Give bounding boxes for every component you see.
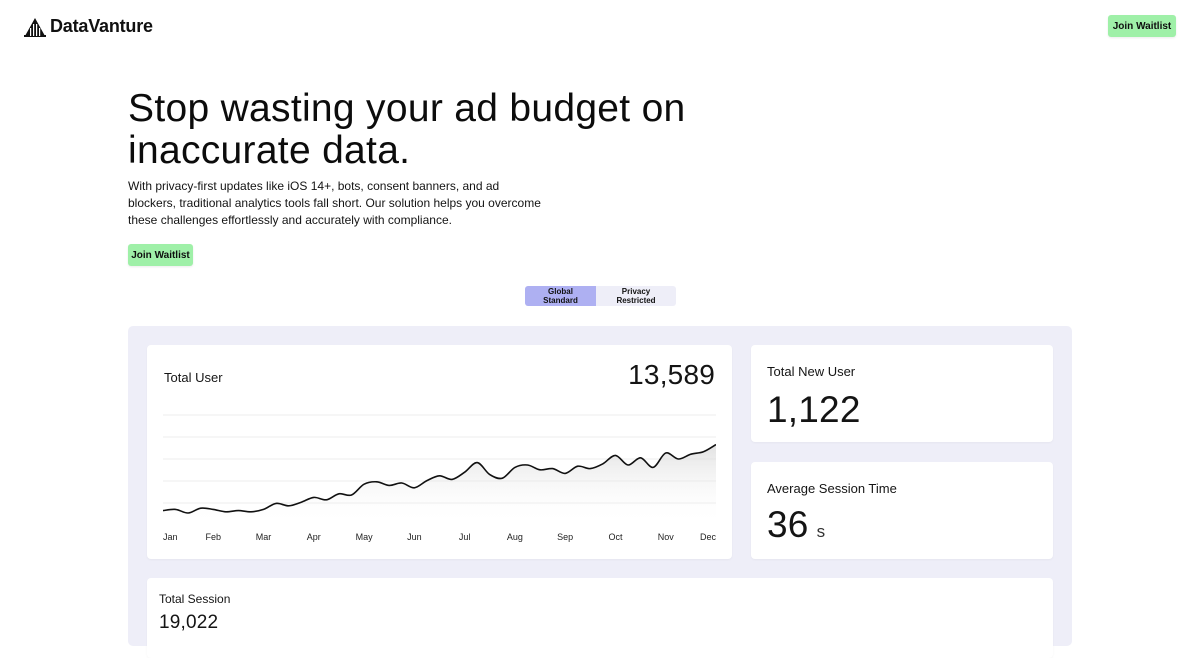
hero-title: Stop wasting your ad budget on inaccurat…	[128, 87, 686, 172]
toggle-privacy-restricted[interactable]: Privacy Restricted	[596, 286, 676, 306]
toggle-global-standard[interactable]: Global Standard	[525, 286, 596, 306]
average-session-value: 36	[767, 504, 809, 545]
join-waitlist-header-button[interactable]: Join Waitlist	[1108, 15, 1176, 37]
total-session-label: Total Session	[159, 592, 231, 606]
chart-x-tick-label: Jul	[459, 532, 471, 542]
average-session-value-wrap: 36 s	[767, 504, 825, 546]
chart-x-tick-label: Feb	[206, 532, 222, 542]
total-session-value: 19,022	[159, 612, 219, 633]
data-mode-toggle: Global Standard Privacy Restricted	[525, 286, 676, 306]
analytics-dashboard: Total User 13,589 Jan Feb Mar Apr May Jun Jul A…	[128, 326, 1072, 658]
chart-x-tick-label: May	[356, 532, 374, 542]
join-waitlist-hero-button[interactable]: Join Waitlist	[128, 244, 193, 266]
hero-subtitle: With privacy-first updates like iOS 14+,…	[128, 179, 541, 227]
chart-series-line	[163, 443, 716, 514]
chart-x-tick-label: Oct	[608, 532, 623, 542]
total-new-user-value: 1,122	[767, 389, 861, 430]
average-session-unit: s	[816, 522, 826, 541]
chart-x-tick-label: Sep	[557, 532, 573, 542]
chart-x-tick-label: Nov	[658, 532, 675, 542]
chart-area-fill	[163, 444, 716, 525]
total-user-card: Total User 13,589 Jan Feb Mar Apr May Jun Jul A…	[147, 345, 732, 559]
total-user-chart: Jan Feb Mar Apr May Jun Jul Aug Sep Oct Nov Dec	[163, 414, 716, 542]
brand-name: DataVanture	[50, 16, 153, 36]
brand-logo[interactable]: DataVanture	[24, 16, 153, 37]
chart-x-tick-label: Jun	[407, 532, 422, 542]
building-skyline-icon	[24, 17, 46, 37]
total-user-value: 13,589	[628, 359, 715, 390]
total-session-card: Total Session 19,022	[147, 578, 1053, 658]
total-new-user-label: Total New User	[767, 364, 856, 379]
chart-x-tick-label: Mar	[256, 532, 272, 542]
total-new-user-card: Total New User 1,122	[751, 345, 1053, 442]
average-session-card: Average Session Time 36 s	[751, 462, 1053, 559]
chart-x-tick-label: Aug	[507, 532, 523, 542]
average-session-label: Average Session Time	[767, 481, 897, 496]
chart-x-tick-label: Jan	[163, 532, 178, 542]
total-user-label: Total User	[164, 370, 223, 385]
top-navigation: DataVanture Join Waitlist	[0, 0, 1200, 56]
chart-x-tick-label: Dec	[700, 532, 716, 542]
chart-x-tick-label: Apr	[307, 532, 321, 542]
